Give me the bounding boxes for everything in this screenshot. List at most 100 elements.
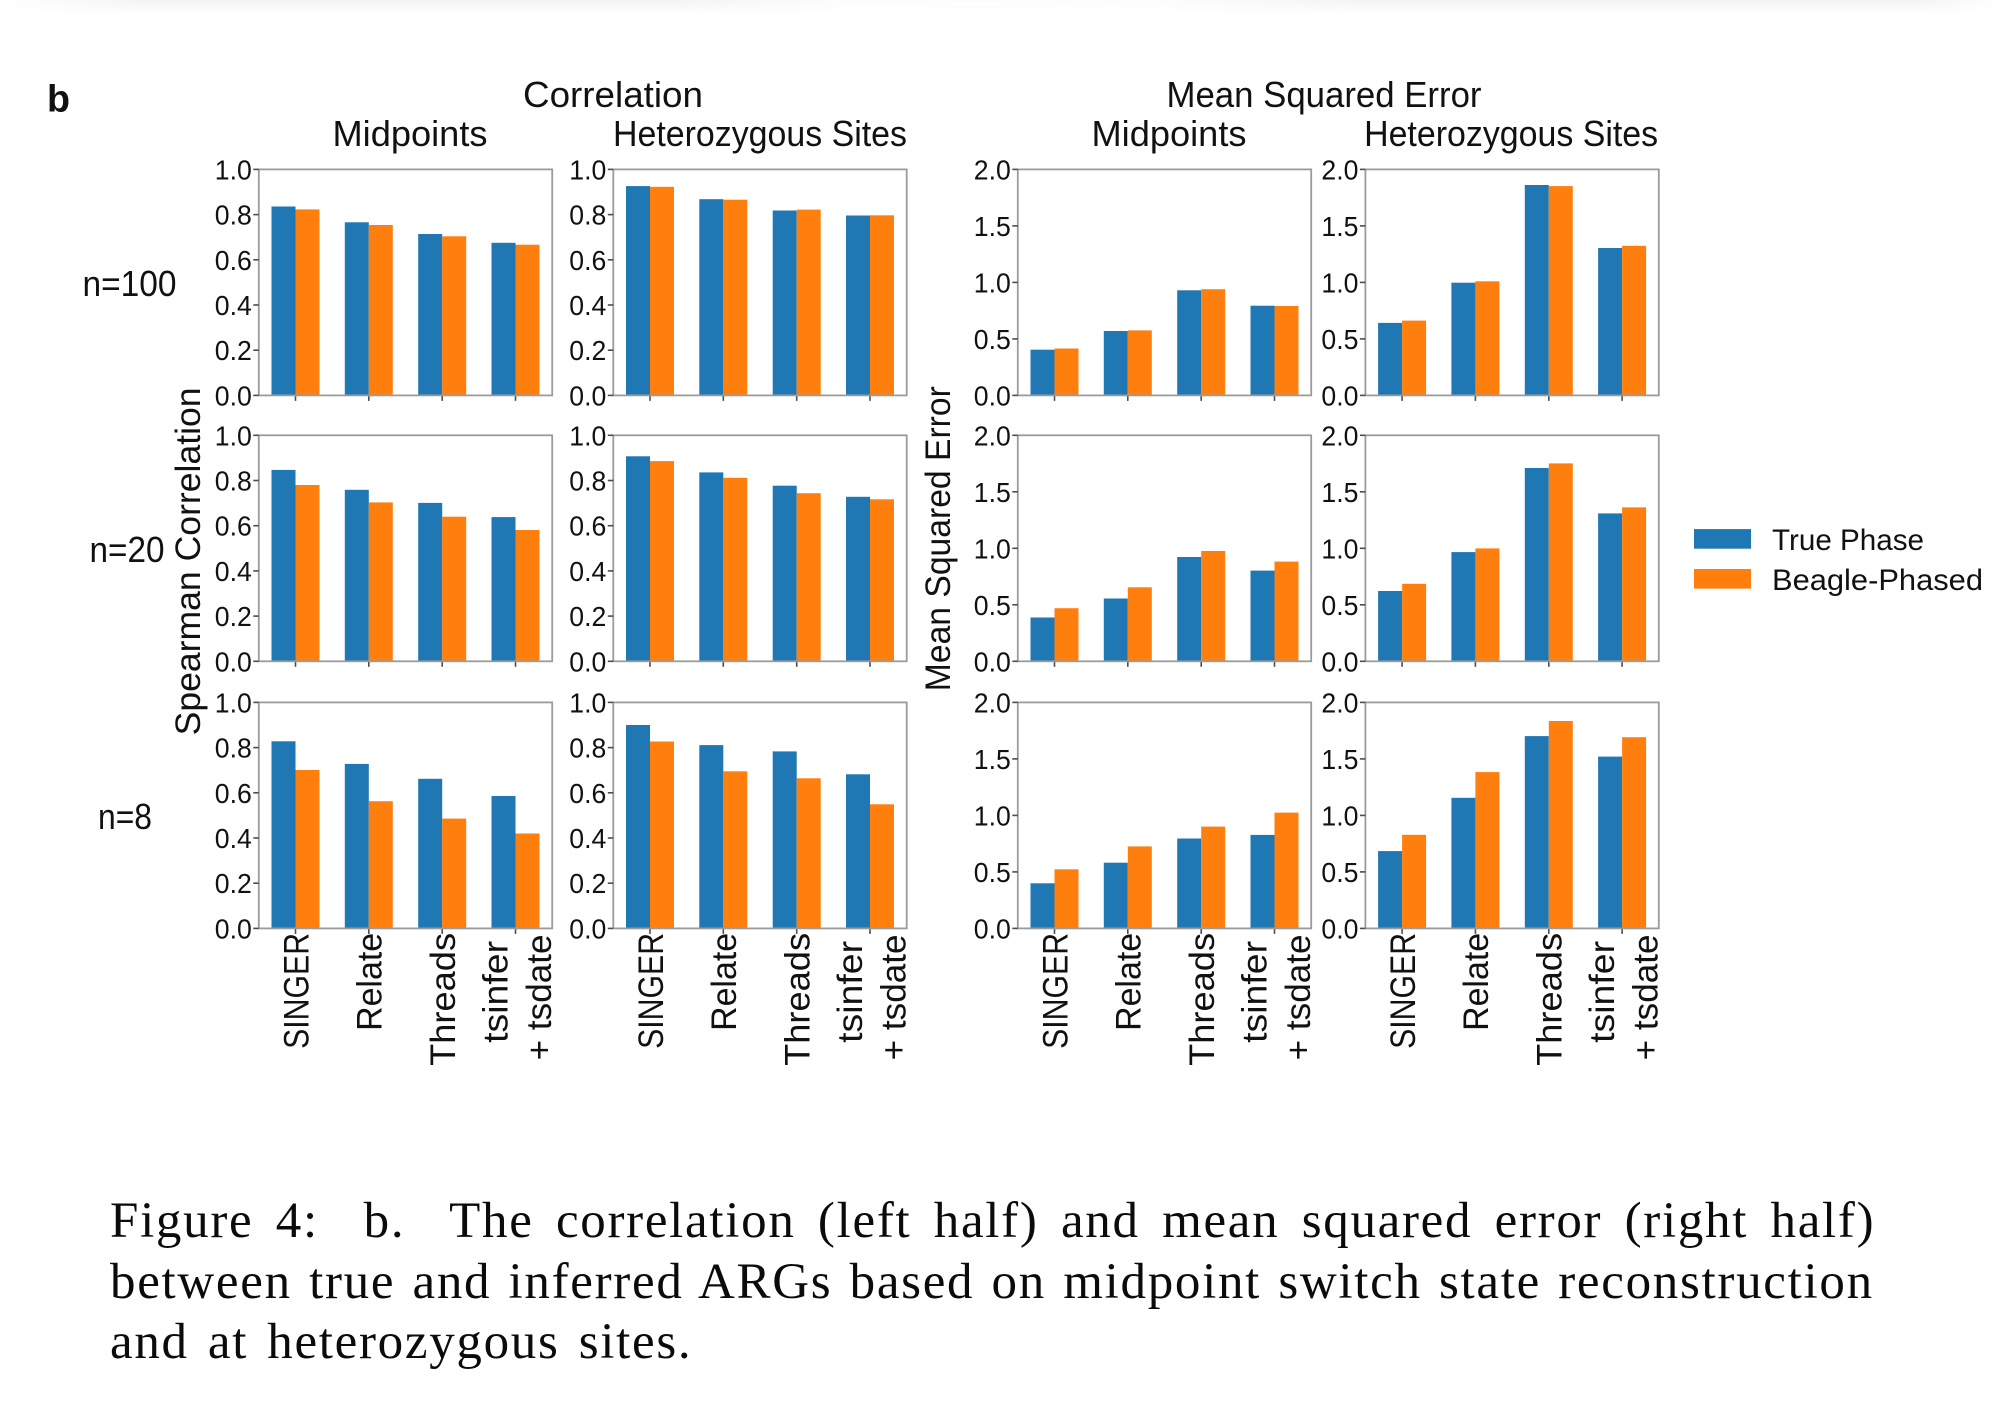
svg-text:tsinfer: tsinfer <box>1583 941 1622 1043</box>
svg-text:0.5: 0.5 <box>1321 857 1358 888</box>
svg-text:0.2: 0.2 <box>569 335 606 366</box>
svg-text:0.8: 0.8 <box>569 466 606 497</box>
svg-text:1.0: 1.0 <box>569 154 606 185</box>
svg-text:2.0: 2.0 <box>974 687 1011 718</box>
svg-text:0.0: 0.0 <box>974 646 1011 677</box>
svg-text:0.0: 0.0 <box>215 380 252 411</box>
svg-text:1.5: 1.5 <box>1321 477 1358 508</box>
svg-text:0.8: 0.8 <box>569 200 606 231</box>
svg-text:0.4: 0.4 <box>569 823 606 854</box>
svg-text:0.0: 0.0 <box>974 380 1011 411</box>
svg-text:1.5: 1.5 <box>974 744 1011 775</box>
svg-text:True Phase: True Phase <box>1772 524 1924 557</box>
svg-text:1.5: 1.5 <box>1321 211 1358 242</box>
svg-text:Threads: Threads <box>424 933 463 1066</box>
svg-text:+ tsdate: + tsdate <box>1627 934 1666 1060</box>
svg-text:0.8: 0.8 <box>215 733 252 764</box>
svg-text:0.8: 0.8 <box>215 200 252 231</box>
svg-text:Correlation: Correlation <box>523 74 703 115</box>
svg-text:1.5: 1.5 <box>974 211 1011 242</box>
svg-text:0.5: 0.5 <box>974 590 1011 621</box>
svg-text:0.2: 0.2 <box>569 601 606 632</box>
svg-text:2.0: 2.0 <box>974 154 1011 185</box>
svg-text:SINGER: SINGER <box>277 933 316 1049</box>
svg-text:0.0: 0.0 <box>215 913 252 944</box>
svg-text:0.0: 0.0 <box>569 913 606 944</box>
svg-text:Heterozygous Sites: Heterozygous Sites <box>1364 113 1658 154</box>
svg-text:+ tsdate: + tsdate <box>520 934 559 1060</box>
svg-text:2.0: 2.0 <box>1321 154 1358 185</box>
svg-text:1.5: 1.5 <box>974 477 1011 508</box>
svg-text:Mean Squared Error: Mean Squared Error <box>1167 74 1482 115</box>
svg-text:0.8: 0.8 <box>569 733 606 764</box>
svg-text:0.4: 0.4 <box>215 556 252 587</box>
svg-text:2.0: 2.0 <box>974 420 1011 451</box>
svg-text:0.0: 0.0 <box>1321 913 1358 944</box>
svg-text:0.2: 0.2 <box>215 335 252 366</box>
svg-text:0.5: 0.5 <box>974 857 1011 888</box>
svg-text:0.4: 0.4 <box>215 290 252 321</box>
svg-text:n=100: n=100 <box>83 263 177 304</box>
svg-text:0.5: 0.5 <box>1321 590 1358 621</box>
svg-text:0.2: 0.2 <box>215 868 252 899</box>
svg-text:0.0: 0.0 <box>1321 380 1358 411</box>
svg-text:Beagle-Phased: Beagle-Phased <box>1772 564 1983 597</box>
svg-text:1.0: 1.0 <box>215 687 252 718</box>
svg-text:tsinfer: tsinfer <box>476 941 515 1043</box>
svg-text:0.0: 0.0 <box>569 380 606 411</box>
svg-text:0.5: 0.5 <box>1321 324 1358 355</box>
svg-text:Mean Squared Error: Mean Squared Error <box>919 386 958 691</box>
svg-text:0.5: 0.5 <box>974 324 1011 355</box>
svg-text:0.0: 0.0 <box>569 646 606 677</box>
svg-text:n=20: n=20 <box>90 529 165 570</box>
svg-text:0.6: 0.6 <box>215 511 252 542</box>
svg-text:0.4: 0.4 <box>569 290 606 321</box>
svg-text:1.5: 1.5 <box>1321 744 1358 775</box>
svg-text:1.0: 1.0 <box>974 267 1011 298</box>
svg-text:0.4: 0.4 <box>569 556 606 587</box>
svg-text:1.0: 1.0 <box>215 420 252 451</box>
svg-text:1.0: 1.0 <box>1321 267 1358 298</box>
svg-text:0.6: 0.6 <box>569 245 606 276</box>
svg-text:SINGER: SINGER <box>632 933 671 1049</box>
svg-text:n=8: n=8 <box>98 796 152 837</box>
svg-text:Midpoints: Midpoints <box>333 113 488 154</box>
svg-text:Heterozygous Sites: Heterozygous Sites <box>613 113 907 154</box>
svg-text:Relate: Relate <box>1457 933 1496 1031</box>
svg-text:+ tsdate: + tsdate <box>1279 934 1318 1060</box>
svg-text:b: b <box>47 79 70 121</box>
svg-text:1.0: 1.0 <box>569 420 606 451</box>
svg-text:1.0: 1.0 <box>569 687 606 718</box>
svg-text:Relate: Relate <box>351 933 390 1031</box>
svg-text:Relate: Relate <box>705 933 744 1031</box>
svg-text:2.0: 2.0 <box>1321 420 1358 451</box>
svg-text:Threads: Threads <box>779 933 818 1066</box>
svg-text:Midpoints: Midpoints <box>1092 113 1247 154</box>
svg-text:tsinfer: tsinfer <box>831 941 870 1043</box>
svg-text:0.2: 0.2 <box>215 601 252 632</box>
svg-text:SINGER: SINGER <box>1036 933 1075 1049</box>
svg-text:0.4: 0.4 <box>215 823 252 854</box>
svg-text:1.0: 1.0 <box>1321 533 1358 564</box>
svg-text:1.0: 1.0 <box>1321 800 1358 831</box>
svg-text:Relate: Relate <box>1110 933 1149 1031</box>
svg-text:0.6: 0.6 <box>569 511 606 542</box>
svg-text:0.2: 0.2 <box>569 868 606 899</box>
svg-text:Threads: Threads <box>1531 933 1570 1066</box>
svg-text:1.0: 1.0 <box>215 154 252 185</box>
svg-text:0.0: 0.0 <box>1321 646 1358 677</box>
svg-text:1.0: 1.0 <box>974 800 1011 831</box>
svg-text:0.0: 0.0 <box>215 646 252 677</box>
svg-text:tsinfer: tsinfer <box>1235 941 1274 1043</box>
svg-text:0.6: 0.6 <box>215 778 252 809</box>
svg-text:1.0: 1.0 <box>974 533 1011 564</box>
svg-text:0.8: 0.8 <box>215 466 252 497</box>
svg-text:0.6: 0.6 <box>569 778 606 809</box>
svg-text:0.0: 0.0 <box>974 913 1011 944</box>
svg-text:Threads: Threads <box>1183 933 1222 1066</box>
svg-text:2.0: 2.0 <box>1321 687 1358 718</box>
svg-text:0.6: 0.6 <box>215 245 252 276</box>
svg-text:+ tsdate: + tsdate <box>875 934 914 1060</box>
svg-text:Spearman Correlation: Spearman Correlation <box>169 387 208 735</box>
svg-text:SINGER: SINGER <box>1384 933 1423 1049</box>
